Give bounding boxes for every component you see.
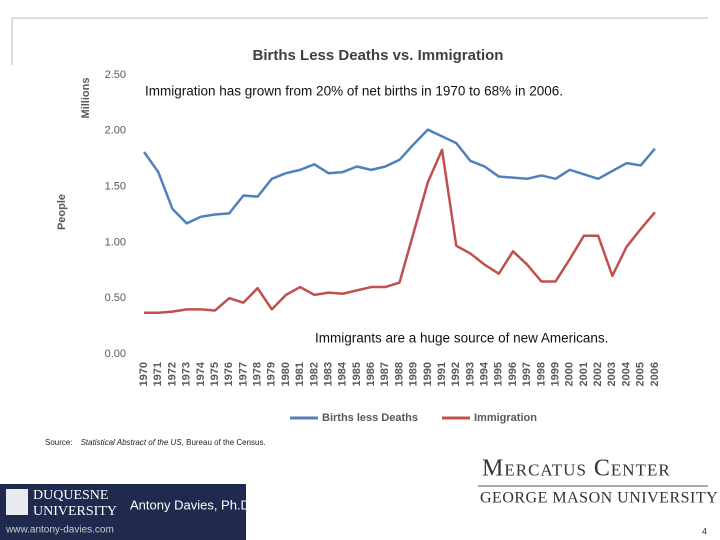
- y-tick-label: 1.00: [105, 236, 126, 248]
- x-tick-label: 2004: [620, 361, 632, 386]
- y-tick-label: 0.00: [105, 348, 126, 360]
- x-tick-label: 1994: [479, 361, 491, 386]
- x-tick-label: 1999: [549, 362, 561, 386]
- series-line: [143, 128, 656, 225]
- page-number: 4: [702, 526, 707, 536]
- x-tick-label: 1992: [450, 362, 462, 386]
- y-tick-label: 1.50: [105, 181, 126, 193]
- chart-title: Births Less Deaths vs. Immigration: [253, 47, 504, 64]
- x-tick-label: 1989: [408, 362, 420, 386]
- x-tick-label: 1981: [294, 362, 306, 386]
- y-tick-label: 2.00: [105, 125, 126, 137]
- x-tick-label: 1984: [337, 361, 349, 386]
- x-tick-label: 1997: [521, 362, 533, 386]
- y-unit-label: Millions: [80, 78, 92, 119]
- x-tick-label: 1971: [152, 362, 164, 386]
- x-tick-label: 1991: [436, 362, 448, 386]
- x-tick-label: 1990: [422, 362, 434, 386]
- series-line: [144, 148, 656, 314]
- x-tick-label: 1973: [181, 362, 193, 386]
- x-tick-label: 2000: [564, 362, 576, 386]
- x-tick-label: 2001: [578, 362, 590, 386]
- x-tick-label: 1972: [166, 362, 178, 386]
- x-tick-label: 1993: [464, 362, 476, 386]
- source-rest: , Bureau of the Census.: [182, 438, 266, 447]
- x-tick-label: 1995: [493, 362, 505, 386]
- x-tick-label: 2005: [635, 362, 647, 386]
- y-tick-label: 0.50: [105, 292, 126, 304]
- x-tick-label: 1983: [322, 362, 334, 386]
- x-tick-label: 1987: [379, 362, 391, 386]
- x-tick-label: 1988: [393, 362, 405, 386]
- x-tick-label: 1982: [308, 362, 320, 386]
- x-tick-label: 1975: [209, 362, 221, 386]
- duquesne-logo: UNIVERSITY: [33, 504, 117, 519]
- duquesne-crest: [6, 489, 28, 515]
- x-tick-label: 1986: [365, 362, 377, 386]
- website: www.antony-davies.com: [5, 525, 114, 536]
- duquesne-logo: DUQUESNE: [33, 488, 108, 503]
- x-tick-label: 2006: [649, 362, 661, 386]
- mercatus-logo: Mercatus Center: [482, 456, 671, 482]
- y-axis-label: People: [56, 194, 68, 230]
- y-tick-label: 2.50: [105, 69, 126, 81]
- plot: 0.00 0.50 1.00 1.50 2.00 2.50 1970 1971 1972 1973…: [105, 69, 661, 424]
- x-tick-label: 1976: [223, 362, 235, 386]
- x-tick-label: 1977: [237, 362, 249, 386]
- author: Antony Davies, Ph.D.: [130, 497, 254, 512]
- source-publication: Statistical Abstract of the US: [81, 438, 183, 447]
- annotation: Immigrants are a huge source of new Amer…: [315, 331, 608, 346]
- source-prefix: Source:: [45, 438, 73, 447]
- x-tick-label: 1978: [252, 362, 264, 386]
- legend-label: Immigration: [474, 412, 537, 424]
- x-tick-label: 2002: [592, 362, 604, 386]
- x-tick-label: 1985: [351, 362, 363, 386]
- x-tick-label: 1974: [195, 361, 207, 386]
- x-tick-label: 1998: [535, 362, 547, 386]
- duquesne-box: [0, 484, 246, 540]
- legend-label: Births less Deaths: [322, 412, 418, 424]
- annotation: Immigration has grown from 20% of net bi…: [145, 84, 563, 99]
- x-tick-label: 1970: [138, 362, 150, 386]
- x-tick-label: 2003: [606, 362, 618, 386]
- source: Source: Statistical Abstract of the US, B…: [45, 438, 266, 447]
- gmu-logo: GEORGE MASON UNIVERSITY: [480, 490, 718, 507]
- x-tick-label: 1996: [507, 362, 519, 386]
- x-tick-label: 1979: [266, 362, 278, 386]
- x-tick-label: 1980: [280, 362, 292, 386]
